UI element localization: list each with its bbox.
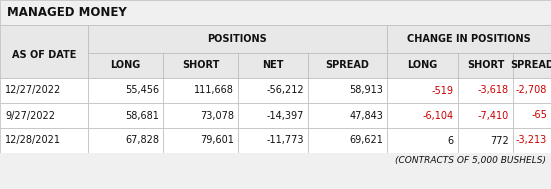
Text: 9/27/2022: 9/27/2022 xyxy=(5,111,55,121)
Bar xyxy=(0,25,88,78)
Bar xyxy=(238,103,308,128)
Text: 12/27/2022: 12/27/2022 xyxy=(5,85,61,95)
Text: -7,410: -7,410 xyxy=(478,111,509,121)
Text: -3,618: -3,618 xyxy=(478,85,509,95)
Bar xyxy=(0,0,551,25)
Bar xyxy=(238,53,308,78)
Bar xyxy=(163,78,238,103)
Text: 58,681: 58,681 xyxy=(125,111,159,121)
Bar xyxy=(387,53,458,78)
Text: -14,397: -14,397 xyxy=(267,111,304,121)
Bar xyxy=(308,53,387,78)
Text: SHORT: SHORT xyxy=(182,60,219,70)
Text: 772: 772 xyxy=(490,136,509,146)
Bar xyxy=(0,128,88,153)
Text: SHORT: SHORT xyxy=(467,60,504,70)
Text: POSITIONS: POSITIONS xyxy=(208,34,267,44)
Text: 55,456: 55,456 xyxy=(125,85,159,95)
Bar xyxy=(513,128,551,153)
Bar xyxy=(163,128,238,153)
Bar xyxy=(88,103,163,128)
Text: LONG: LONG xyxy=(110,60,141,70)
Text: 67,828: 67,828 xyxy=(125,136,159,146)
Text: MANAGED MONEY: MANAGED MONEY xyxy=(7,6,127,19)
Bar xyxy=(458,128,513,153)
Bar xyxy=(387,103,458,128)
Text: 111,668: 111,668 xyxy=(194,85,234,95)
Text: -11,773: -11,773 xyxy=(267,136,304,146)
Bar xyxy=(0,103,88,128)
Bar xyxy=(0,78,88,103)
Text: 58,913: 58,913 xyxy=(349,85,383,95)
Text: -65: -65 xyxy=(531,111,547,121)
Bar xyxy=(387,25,551,53)
Text: 47,843: 47,843 xyxy=(349,111,383,121)
Text: 73,078: 73,078 xyxy=(200,111,234,121)
Text: CHANGE IN POSITIONS: CHANGE IN POSITIONS xyxy=(407,34,531,44)
Text: -519: -519 xyxy=(432,85,454,95)
Bar xyxy=(513,53,551,78)
Text: -3,213: -3,213 xyxy=(516,136,547,146)
Text: 12/28/2021: 12/28/2021 xyxy=(5,136,61,146)
Text: NET: NET xyxy=(262,60,284,70)
Bar xyxy=(88,53,163,78)
Bar xyxy=(513,78,551,103)
Bar xyxy=(308,103,387,128)
Text: 6: 6 xyxy=(448,136,454,146)
Bar xyxy=(308,78,387,103)
Bar xyxy=(458,53,513,78)
Bar xyxy=(88,128,163,153)
Bar xyxy=(308,128,387,153)
Text: 79,601: 79,601 xyxy=(200,136,234,146)
Bar xyxy=(0,153,551,189)
Text: AS OF DATE: AS OF DATE xyxy=(12,50,76,60)
Text: (CONTRACTS OF 5,000 BUSHELS): (CONTRACTS OF 5,000 BUSHELS) xyxy=(395,156,546,166)
Bar xyxy=(238,78,308,103)
Text: SPREAD: SPREAD xyxy=(326,60,369,70)
Text: -56,212: -56,212 xyxy=(266,85,304,95)
Bar xyxy=(163,53,238,78)
Bar xyxy=(458,78,513,103)
Text: -2,708: -2,708 xyxy=(516,85,547,95)
Bar xyxy=(387,78,458,103)
Text: 69,621: 69,621 xyxy=(349,136,383,146)
Bar xyxy=(458,103,513,128)
Bar xyxy=(238,128,308,153)
Text: LONG: LONG xyxy=(407,60,437,70)
Text: SPREAD: SPREAD xyxy=(510,60,551,70)
Bar xyxy=(387,128,458,153)
Bar xyxy=(163,103,238,128)
Bar xyxy=(513,103,551,128)
Bar xyxy=(88,78,163,103)
Bar xyxy=(88,25,387,53)
Text: -6,104: -6,104 xyxy=(423,111,454,121)
